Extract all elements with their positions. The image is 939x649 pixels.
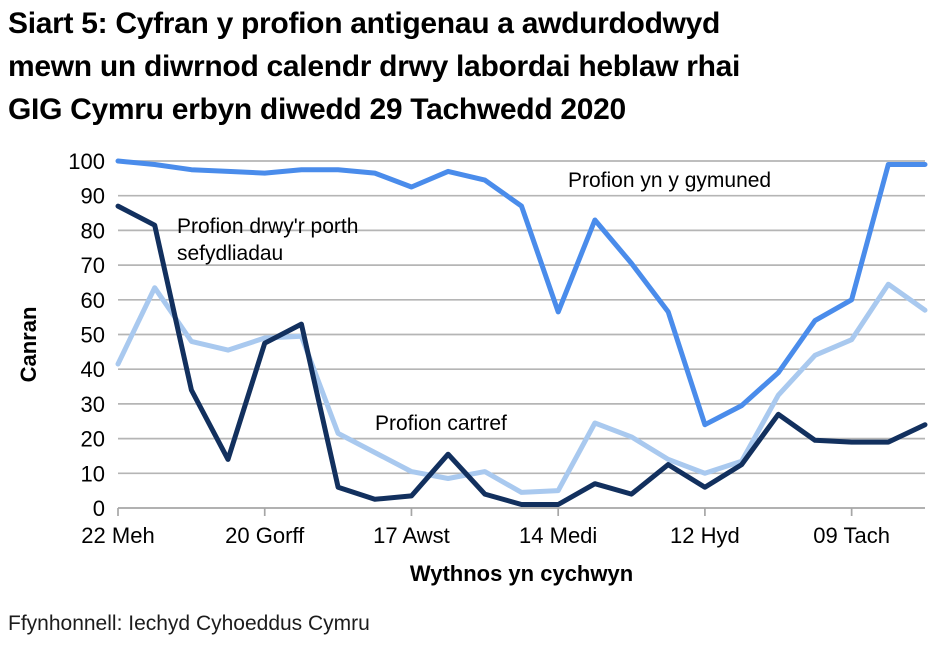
series-label-profion-yn-y-gymuned: Profion yn y gymuned	[568, 169, 771, 192]
x-tick-label: 12 Hyd	[670, 523, 740, 548]
y-tick-label: 60	[81, 288, 105, 313]
y-tick-label: 30	[81, 392, 105, 417]
series-label-profion-cartref: Profion cartref	[375, 412, 507, 435]
chart-title: Siart 5: Cyfran y profion antigenau a aw…	[8, 2, 934, 131]
x-tick-label: 09 Tach	[813, 523, 890, 548]
series-label-sefydliadau: sefydliadau	[177, 242, 283, 265]
series-line-profion-yn-y-gymuned	[115, 158, 928, 428]
y-tick-label: 70	[81, 253, 105, 278]
x-axis-title: Wythnos yn cychwyn	[410, 561, 633, 586]
chart-title-line-2: mewn un diwrnod calendr drwy labordai he…	[8, 50, 741, 83]
series-label-profion-drwy-r-porth: Profion drwy'r porth	[177, 215, 358, 238]
x-tick-label: 20 Gorff	[225, 523, 305, 548]
x-tick-label: 17 Awst	[373, 523, 450, 548]
series-line-profion-cartref	[115, 281, 928, 495]
y-tick-label: 0	[93, 496, 105, 521]
chart-title-line-3: GIG Cymru erbyn diwedd 29 Tachwedd 2020	[8, 93, 626, 126]
source-note: Ffynhonnell: Iechyd Cyhoeddus Cymru	[8, 612, 370, 635]
y-tick-label: 50	[81, 323, 105, 348]
x-tick-label: 22 Meh	[81, 523, 154, 548]
series-line-profion-drwy-r-porth-sefydliadau	[115, 203, 928, 507]
y-tick-label: 100	[68, 149, 105, 174]
y-tick-label: 90	[81, 184, 105, 209]
y-tick-label: 40	[81, 357, 105, 382]
y-tick-label: 20	[81, 427, 105, 452]
chart-title-line-1: Siart 5: Cyfran y profion antigenau a aw…	[8, 7, 721, 40]
y-tick-label: 80	[81, 218, 105, 243]
y-tick-label: 10	[81, 461, 105, 486]
x-tick-label: 14 Medi	[519, 523, 597, 548]
y-axis-title: Canran	[16, 307, 41, 383]
